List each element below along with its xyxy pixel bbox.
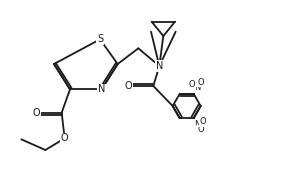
Text: O: O xyxy=(189,80,195,89)
Text: O: O xyxy=(199,117,206,126)
Text: O: O xyxy=(32,108,40,118)
Text: S: S xyxy=(97,34,103,44)
Text: N: N xyxy=(98,84,105,94)
Text: O: O xyxy=(197,125,204,134)
Text: O: O xyxy=(125,81,132,91)
Text: N: N xyxy=(194,120,201,129)
Text: O: O xyxy=(197,78,204,87)
Text: N: N xyxy=(194,83,201,92)
Text: O: O xyxy=(61,133,69,143)
Text: N: N xyxy=(156,61,163,71)
